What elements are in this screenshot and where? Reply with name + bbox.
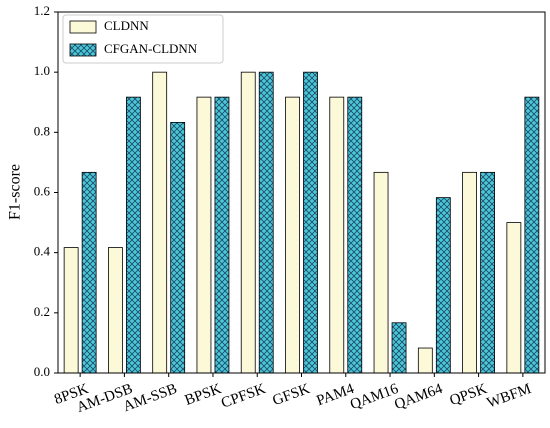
x-tick-label: GFSK bbox=[271, 381, 313, 409]
bar bbox=[524, 96, 540, 374]
bar bbox=[240, 71, 256, 374]
y-tick-label: 1.2 bbox=[34, 3, 50, 18]
bar bbox=[126, 96, 141, 374]
y-tick-label: 0.8 bbox=[34, 123, 50, 138]
bar bbox=[435, 197, 451, 374]
y-axis-label: F1-score bbox=[7, 164, 24, 220]
bar bbox=[506, 222, 522, 374]
x-tick-label: CPFSK bbox=[219, 381, 268, 412]
y-tick-label: 1.0 bbox=[34, 63, 50, 78]
y-tick-label: 0.6 bbox=[34, 183, 51, 198]
legend-box bbox=[62, 14, 224, 64]
y-tick-label: 0.0 bbox=[34, 364, 50, 379]
legend-swatch bbox=[69, 20, 97, 34]
x-tick-label: QPSK bbox=[448, 381, 490, 409]
bar bbox=[303, 71, 318, 374]
bar bbox=[81, 171, 97, 374]
y-tick-label: 0.2 bbox=[34, 304, 50, 319]
legend-swatch bbox=[69, 43, 97, 57]
plot-frame bbox=[57, 11, 546, 374]
bar bbox=[329, 96, 345, 374]
bar bbox=[170, 122, 186, 374]
bar bbox=[462, 171, 477, 374]
legend-label: CLDNN bbox=[104, 18, 149, 33]
bar bbox=[63, 247, 79, 374]
bar bbox=[196, 96, 212, 374]
bar bbox=[258, 71, 274, 374]
bar bbox=[285, 96, 300, 374]
bar bbox=[373, 171, 389, 374]
bar bbox=[417, 347, 433, 374]
x-tick-label: QAM64 bbox=[392, 381, 445, 413]
legend-label: CFGAN-CLDNN bbox=[104, 41, 198, 56]
bar bbox=[214, 96, 230, 374]
bar bbox=[108, 247, 123, 374]
bar bbox=[480, 171, 495, 374]
x-tick-label: BPSK bbox=[183, 381, 224, 409]
bar bbox=[152, 71, 168, 374]
x-tick-label: WBFM bbox=[485, 381, 534, 412]
bar bbox=[391, 322, 407, 374]
bar bbox=[347, 96, 363, 374]
y-tick-label: 0.4 bbox=[34, 244, 51, 259]
